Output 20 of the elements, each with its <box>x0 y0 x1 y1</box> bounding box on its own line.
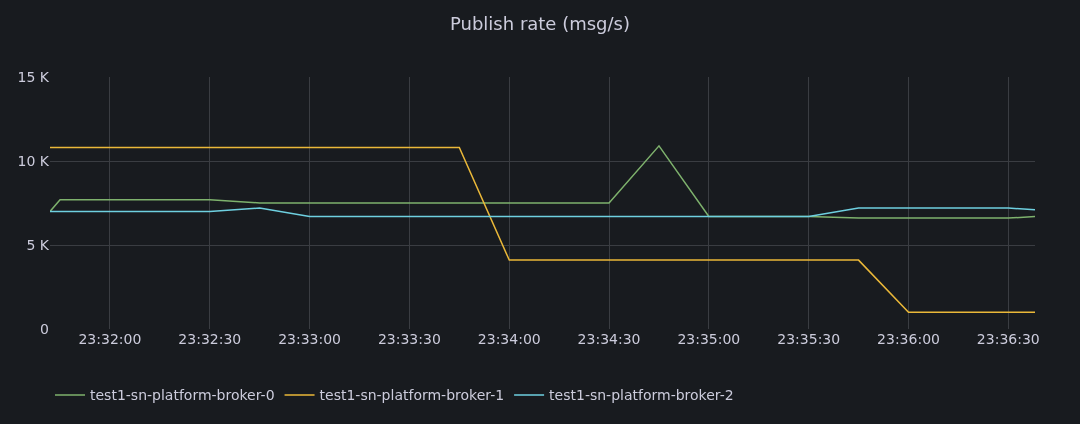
x-tick-label: 23:33:30 <box>377 331 441 347</box>
y-tick-label: 5 K <box>26 236 50 253</box>
x-tick-label: 23:32:00 <box>78 331 142 347</box>
x-tick-label: 23:35:00 <box>677 331 741 347</box>
y-tick-label: 0 <box>40 320 49 337</box>
x-tick-label: 23:35:30 <box>777 331 841 347</box>
x-tick-label: 23:34:30 <box>577 331 641 347</box>
x-tick-label: 23:36:00 <box>877 331 940 347</box>
y-tick-label: 15 K <box>17 68 50 85</box>
legend-label: test1-sn-platform-broker-2 <box>549 387 734 404</box>
x-tick-label: 23:33:00 <box>278 331 342 347</box>
x-tick-label: 23:32:30 <box>178 331 242 347</box>
x-tick-label: 23:34:00 <box>477 331 541 347</box>
legend-label: test1-sn-platform-broker-1 <box>319 387 505 404</box>
x-tick-label: 23:36:30 <box>976 331 1040 347</box>
line-series <box>50 145 1035 219</box>
line-series <box>50 207 1035 218</box>
legend-label: test1-sn-platform-broker-0 <box>90 387 275 404</box>
chart-title: Publish rate (msg/s) <box>450 12 630 34</box>
y-tick-label: 10 K <box>17 152 50 169</box>
